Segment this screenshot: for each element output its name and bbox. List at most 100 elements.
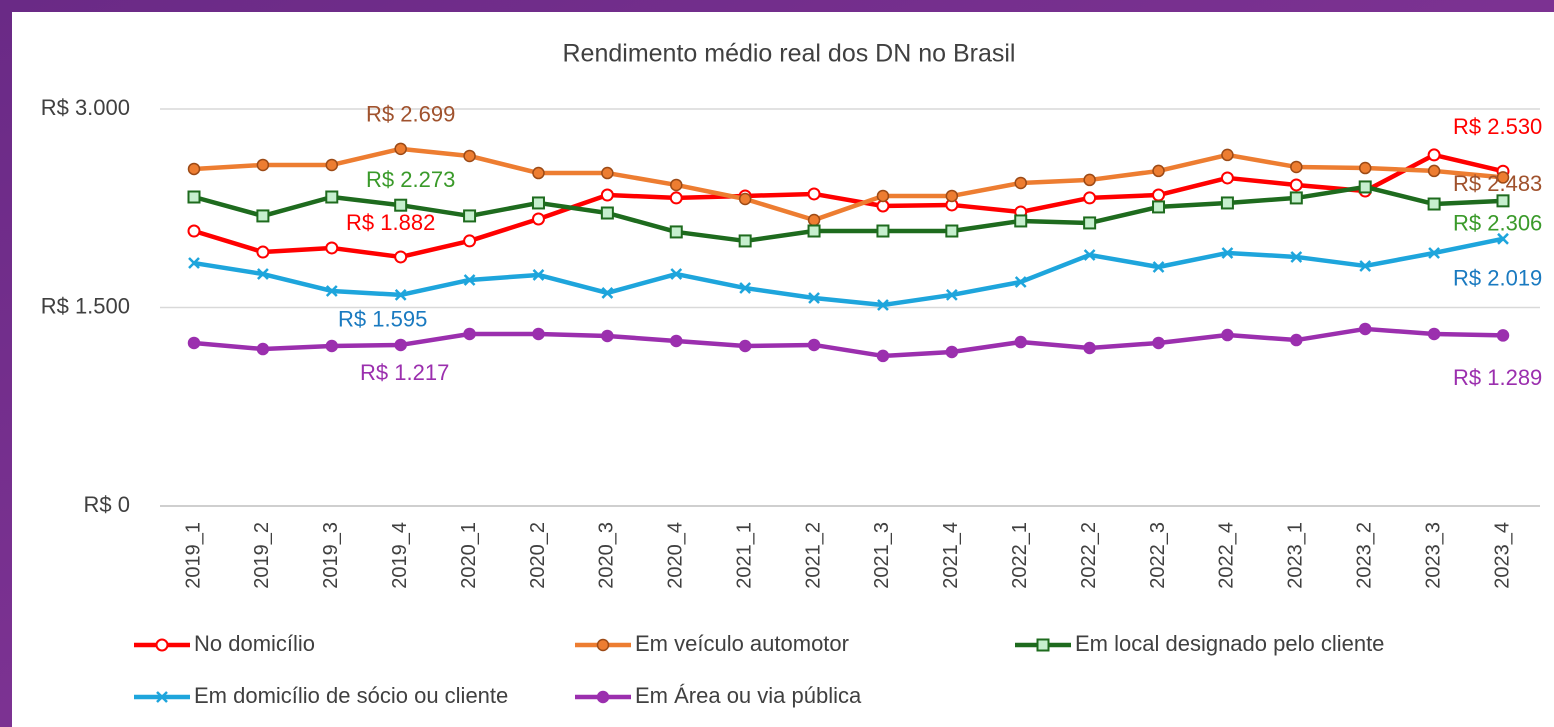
data-point: [1358, 180, 1372, 194]
data-point: [945, 345, 959, 359]
data-point: [1427, 164, 1441, 178]
data-point: [945, 224, 959, 238]
data-point: [1427, 148, 1441, 162]
data-point: [807, 338, 821, 352]
data-point: [1496, 171, 1510, 184]
legend-label: Em local designado pelo cliente: [1075, 631, 1384, 656]
data-point: [1496, 194, 1510, 208]
data-point: [1083, 216, 1097, 230]
data-point: [394, 142, 407, 156]
series-line: [193, 184, 1504, 244]
data-point: [1152, 164, 1165, 178]
data-label: R$ 1.882: [346, 210, 435, 235]
data-label: R$ 2.699: [366, 102, 455, 127]
data-point: [463, 327, 476, 341]
data-point: [600, 188, 614, 202]
data-point: [601, 287, 614, 299]
data-point: [325, 190, 339, 204]
chart-title: Rendimento médio real dos DN no Brasil: [563, 40, 1016, 68]
data-point: [187, 336, 201, 350]
data-point: [1358, 322, 1372, 336]
data-point: [1358, 161, 1372, 175]
data-point: [463, 149, 476, 163]
legend-marker: [596, 690, 610, 704]
data-point: [531, 196, 545, 210]
data-point: [807, 187, 821, 201]
x-tick-label: 2019_3: [320, 522, 342, 589]
data-point: [463, 234, 477, 248]
x-tick-label: 2023_3: [1422, 522, 1444, 589]
data-point: [187, 190, 201, 204]
data-point: [531, 212, 545, 226]
data-point: [325, 158, 339, 172]
data-label: R$ 1.289: [1453, 365, 1542, 390]
data-point: [1014, 176, 1027, 190]
data-point: [670, 334, 683, 348]
data-point: [876, 189, 890, 203]
data-point: [877, 299, 889, 311]
data-point: [532, 327, 545, 341]
data-point: [394, 338, 407, 352]
data-point: [1359, 260, 1372, 272]
data-point: [1496, 329, 1510, 342]
x-tick-label: 2019_2: [251, 522, 273, 589]
x-tick-label: 2021_3: [871, 522, 893, 589]
data-point: [739, 282, 752, 294]
x-tick-label: 2022_1: [1009, 522, 1031, 589]
data-label: R$ 1.595: [338, 307, 427, 332]
data-point: [1427, 197, 1441, 211]
data-point: [945, 289, 958, 301]
data-point: [1427, 327, 1441, 341]
legend-label: No domicílio: [194, 631, 315, 656]
data-point: [325, 339, 339, 353]
y-tick-label: R$ 1.500: [41, 293, 130, 318]
data-point: [394, 198, 408, 212]
data-point: [1289, 191, 1303, 205]
legend-marker: [155, 638, 169, 652]
data-point: [669, 191, 683, 205]
data-label: R$ 2.273: [366, 167, 455, 192]
data-point: [1221, 148, 1234, 162]
x-tick-label: 2020_1: [458, 522, 480, 589]
data-point: [1083, 249, 1096, 261]
data-point: [256, 158, 270, 172]
data-point: [807, 213, 821, 227]
data-point: [256, 245, 270, 259]
data-point: [463, 274, 476, 286]
data-point: [1152, 188, 1166, 202]
x-tick-label: 2022_4: [1216, 522, 1238, 589]
data-point: [1290, 251, 1303, 263]
data-point: [187, 224, 201, 238]
data-point: [1152, 336, 1165, 350]
chart-area: [12, 12, 1554, 727]
data-point: [325, 285, 338, 297]
data-point: [1428, 247, 1440, 259]
y-tick-label: R$ 3.000: [41, 95, 130, 120]
data-point: [1083, 191, 1097, 205]
data-point: [808, 292, 820, 304]
x-tick-label: 2023_2: [1353, 522, 1375, 589]
legend-label: Em Área ou via pública: [635, 683, 862, 708]
data-point: [1083, 173, 1096, 187]
data-point: [1290, 333, 1303, 347]
data-point: [394, 289, 407, 301]
data-point: [1497, 232, 1509, 245]
legend-marker: [1036, 638, 1050, 652]
data-point: [256, 342, 270, 356]
series-line: [193, 236, 1504, 308]
x-tick-label: 2023_1: [1285, 522, 1307, 589]
x-tick-label: 2022_3: [1147, 522, 1169, 589]
data-point: [1289, 178, 1303, 192]
data-point: [1220, 196, 1234, 210]
x-tick-label: 2019_4: [389, 522, 411, 589]
data-point: [807, 224, 821, 238]
data-point: [669, 225, 683, 239]
data-point: [188, 257, 200, 269]
data-point: [1014, 335, 1027, 349]
legend-marker: [156, 691, 168, 703]
data-point: [1014, 276, 1027, 288]
data-label: R$ 1.217: [360, 360, 449, 385]
data-point: [601, 329, 614, 343]
data-point: [945, 189, 959, 203]
